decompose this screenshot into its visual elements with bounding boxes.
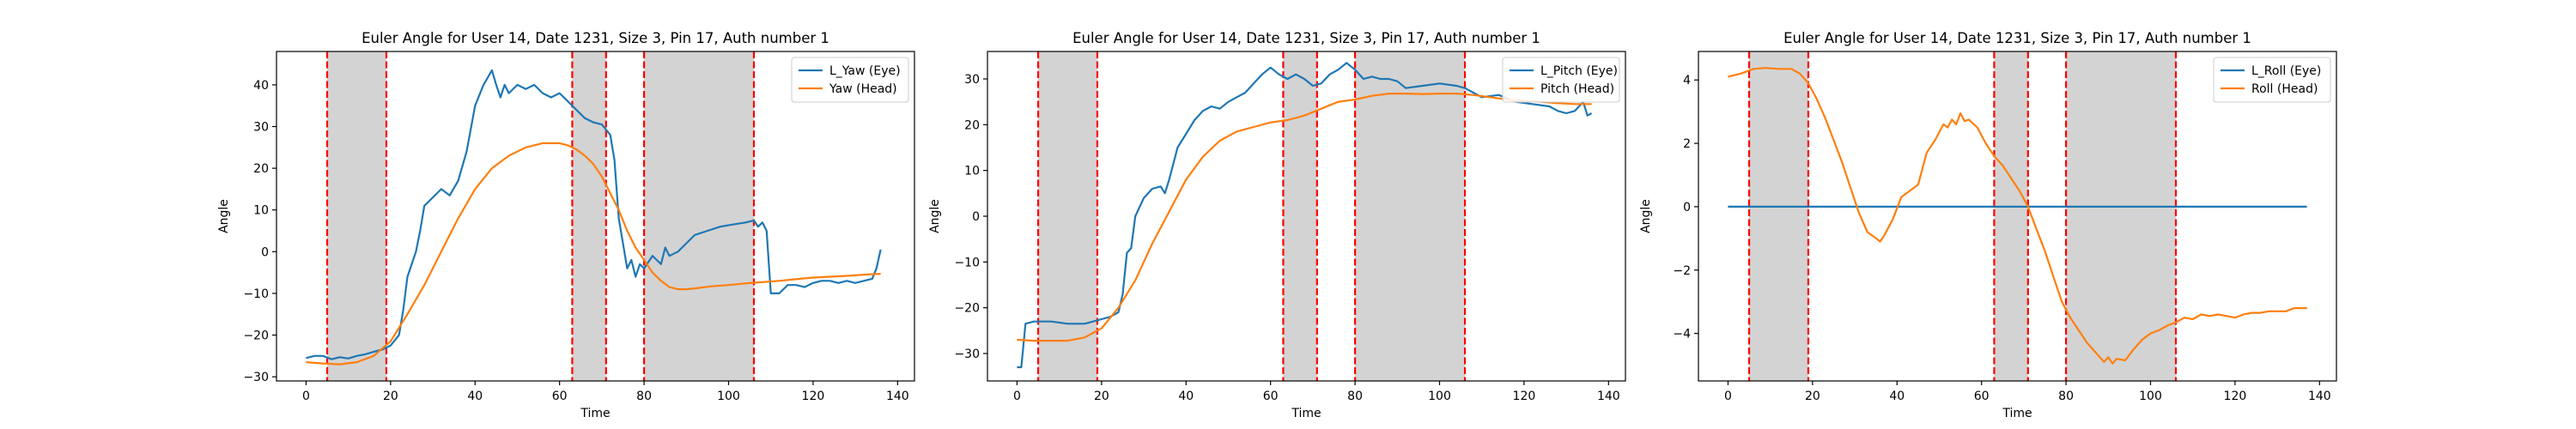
- panel-roll-ytick-label: 0: [1683, 201, 1691, 214]
- panel-pitch-legend-entry-1: Pitch (Head): [1540, 82, 1614, 96]
- panel-pitch-xtick-label: 120: [1513, 390, 1536, 403]
- panel-pitch-ytick-label: 10: [964, 165, 980, 178]
- panel-roll-xtick-label: 140: [2308, 390, 2331, 403]
- panel-yaw-shaded-region-2: [644, 51, 755, 381]
- panel-yaw: Euler Angle for User 14, Date 1231, Size…: [217, 30, 915, 420]
- panel-yaw-title: Euler Angle for User 14, Date 1231, Size…: [361, 30, 829, 46]
- panel-yaw-xtick-label: 0: [302, 390, 310, 403]
- panel-pitch-xtick-label: 0: [1013, 390, 1021, 403]
- panel-yaw-shaded-region-1: [572, 51, 606, 381]
- panel-yaw-ytick-label: 20: [253, 162, 269, 176]
- panel-pitch-title: Euler Angle for User 14, Date 1231, Size…: [1072, 30, 1540, 46]
- panel-roll-shaded-region-1: [1994, 51, 2028, 381]
- panel-yaw-shaded-region-0: [327, 51, 386, 381]
- panel-yaw-ytick-label: −30: [243, 371, 269, 384]
- panel-pitch-legend: [1502, 57, 1620, 103]
- panel-roll-xtick-label: 20: [1805, 390, 1820, 403]
- panel-roll: Euler Angle for User 14, Date 1231, Size…: [1639, 30, 2337, 420]
- panel-pitch-series-line-1: [1017, 93, 1592, 342]
- panel-yaw-ylabel: Angle: [217, 199, 231, 233]
- panel-yaw-ytick-label: 0: [261, 245, 269, 259]
- panel-roll-xtick-label: 40: [1889, 390, 1905, 403]
- panel-pitch-xtick-label: 60: [1263, 390, 1279, 403]
- panel-yaw-ytick-label: 30: [253, 120, 269, 134]
- panel-yaw-ytick-label: 40: [253, 79, 269, 93]
- panel-yaw-legend: [791, 57, 909, 103]
- panel-pitch-xtick-label: 40: [1178, 390, 1194, 403]
- panel-pitch-ytick-label: 30: [964, 73, 980, 87]
- panel-pitch-shaded-region-0: [1038, 51, 1097, 381]
- panel-roll-xlabel: Time: [2002, 407, 2032, 420]
- panel-yaw-xtick-label: 80: [636, 390, 652, 403]
- panel-yaw-xtick-label: 40: [467, 390, 483, 403]
- panel-yaw-ytick-label: −20: [243, 329, 269, 343]
- panel-roll-ytick-label: −4: [1673, 328, 1691, 341]
- panel-yaw-legend-entry-1: Yaw (Head): [829, 82, 897, 96]
- panel-roll-shaded-region-0: [1749, 51, 1808, 381]
- panel-roll-ytick-label: 2: [1683, 137, 1691, 151]
- panel-yaw-series-line-1: [306, 142, 881, 366]
- panel-pitch-legend-entry-0: L_Pitch (Eye): [1540, 64, 1618, 78]
- panel-yaw-xtick-label: 100: [717, 390, 740, 403]
- panel-pitch-ylabel: Angle: [928, 199, 942, 233]
- panel-yaw-xtick-label: 60: [552, 390, 568, 403]
- panel-yaw-legend-entry-0: L_Yaw (Eye): [829, 64, 901, 78]
- panel-roll-xtick-label: 60: [1974, 390, 1990, 403]
- panel-pitch-ytick-label: −10: [954, 256, 980, 269]
- panel-pitch-xtick-label: 80: [1347, 390, 1363, 403]
- panel-pitch-shaded-region-1: [1283, 51, 1317, 381]
- panel-yaw-series-line-0: [306, 69, 882, 360]
- panel-roll-legend-entry-1: Roll (Head): [2251, 82, 2318, 96]
- panel-pitch-xlabel: Time: [1291, 407, 1321, 420]
- panel-yaw-frame: [276, 51, 915, 382]
- panel-pitch-xtick-label: 140: [1597, 390, 1620, 403]
- panel-pitch-xtick-label: 100: [1428, 390, 1451, 403]
- panel-roll-ytick-label: 4: [1683, 74, 1691, 88]
- panel-roll-xtick-label: 100: [2139, 390, 2162, 403]
- panel-roll-ylabel: Angle: [1639, 199, 1653, 233]
- panel-pitch-shaded-region-2: [1355, 51, 1466, 381]
- panel-roll-shaded-region-2: [2066, 51, 2177, 381]
- panel-pitch-ytick-label: −30: [954, 347, 980, 361]
- panel-pitch-xtick-label: 20: [1094, 390, 1109, 403]
- panel-roll-series-line-1: [1728, 67, 2307, 365]
- panel-roll-legend-entry-0: L_Roll (Eye): [2251, 64, 2321, 78]
- panel-yaw-ytick-label: −10: [243, 287, 269, 301]
- panel-roll-frame: [1698, 51, 2337, 382]
- panel-yaw-xtick-label: 20: [383, 390, 398, 403]
- panel-pitch-ytick-label: 20: [964, 118, 980, 132]
- panel-yaw-xtick-label: 120: [802, 390, 825, 403]
- panel-pitch-ytick-label: −20: [954, 302, 980, 316]
- panel-pitch-ytick-label: 0: [972, 210, 980, 224]
- panel-roll-xtick-label: 120: [2224, 390, 2247, 403]
- panel-roll-ytick-label: −2: [1673, 264, 1691, 278]
- panel-pitch: Euler Angle for User 14, Date 1231, Size…: [928, 30, 1626, 420]
- panel-roll-xtick-label: 0: [1724, 390, 1732, 403]
- panel-yaw-xlabel: Time: [580, 407, 610, 420]
- panel-roll-title: Euler Angle for User 14, Date 1231, Size…: [1783, 30, 2251, 46]
- panel-yaw-xtick-label: 140: [886, 390, 909, 403]
- panel-yaw-ytick-label: 10: [253, 204, 269, 218]
- panel-roll-xtick-label: 80: [2058, 390, 2074, 403]
- panel-roll-legend: [2213, 57, 2331, 103]
